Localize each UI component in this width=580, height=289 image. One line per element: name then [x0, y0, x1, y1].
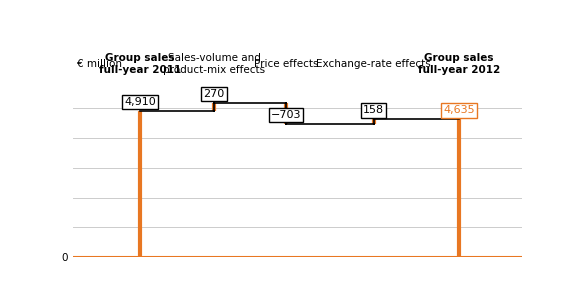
Text: Exchange-rate effects: Exchange-rate effects [316, 59, 431, 69]
Text: € million: € million [77, 59, 122, 69]
Text: Group sales
full-year 2011: Group sales full-year 2011 [99, 53, 181, 75]
Text: 4,910: 4,910 [124, 97, 156, 107]
Text: 270: 270 [204, 89, 224, 99]
Text: −703: −703 [271, 110, 301, 120]
Text: 158: 158 [363, 105, 384, 115]
Text: Group sales
full-year 2012: Group sales full-year 2012 [418, 53, 500, 75]
Text: 4,635: 4,635 [443, 105, 475, 115]
Text: Price effects: Price effects [254, 59, 318, 69]
Text: Sales-volume and
product-mix effects: Sales-volume and product-mix effects [163, 53, 265, 75]
